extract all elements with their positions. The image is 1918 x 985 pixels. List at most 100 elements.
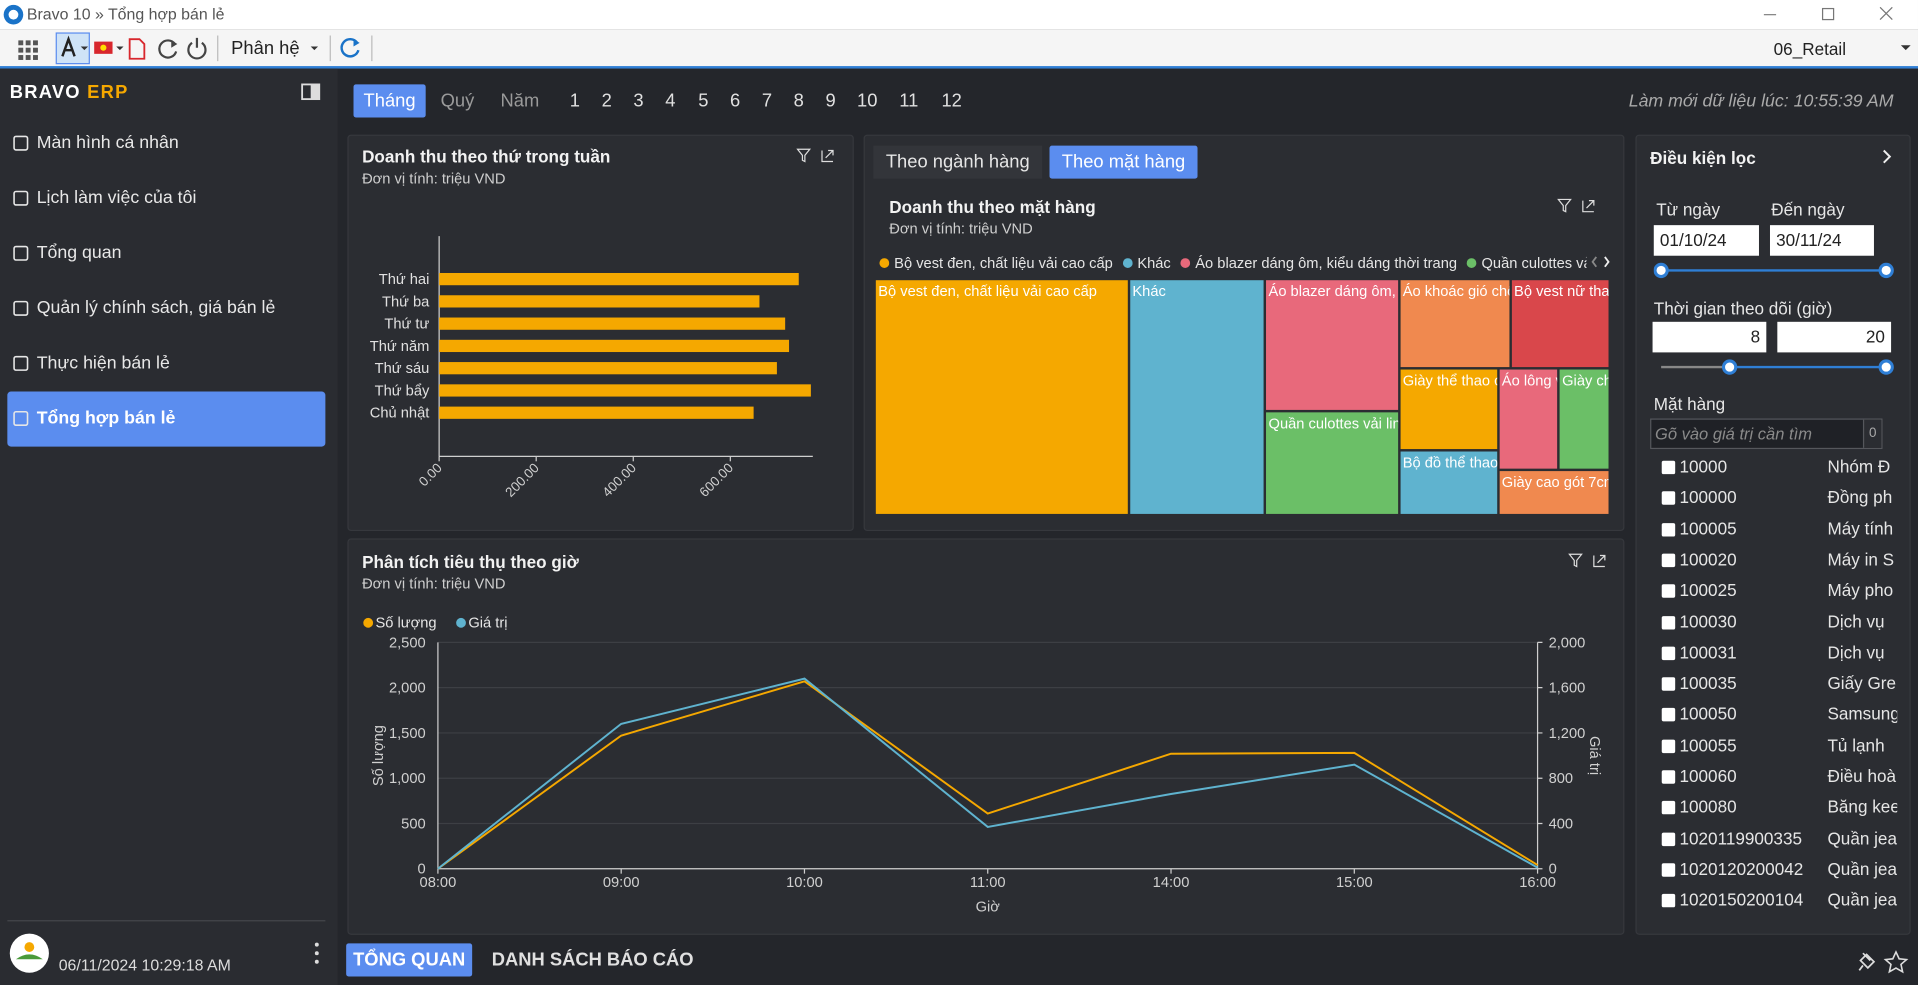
tile[interactable]: Bộ vest đen, chất liệu vải cao cấp <box>875 280 1128 514</box>
y2-axis-label: Giá trị <box>1586 736 1602 775</box>
tile[interactable]: Áo lông vũ nhẹ, giữ nhiệt tốt, <box>1499 369 1558 469</box>
tile[interactable]: Khác <box>1129 280 1264 514</box>
checkbox[interactable] <box>1661 522 1676 537</box>
filter-collapse[interactable] <box>1881 149 1893 164</box>
month-tab[interactable]: 4 <box>665 90 676 112</box>
to-date[interactable]: 30/11/24 <box>1769 225 1874 256</box>
item-row[interactable]: 100080 Băng kee <box>1637 792 1897 823</box>
item-row[interactable]: 100020 Máy in S <box>1637 544 1898 575</box>
database-select[interactable]: 06_Retail <box>1773 39 1847 59</box>
module-menu[interactable]: Phân hệ <box>231 37 300 59</box>
item-list: 10000 Nhóm Đ 100000 Đồng ph 100005 Máy tính 10… <box>1637 452 1898 929</box>
item-row[interactable]: 1020119900335 Quần jea <box>1637 823 1898 854</box>
item-row[interactable]: 1020120200042 Quần jea <box>1637 854 1898 885</box>
menu-item[interactable]: Màn hình cá nhân <box>7 116 325 171</box>
bottom-tab-active[interactable]: TỔNG QUAN <box>346 943 473 977</box>
from-date[interactable]: 01/10/24 <box>1653 225 1759 256</box>
month-tab[interactable]: 1 <box>569 90 581 112</box>
checkbox[interactable] <box>1661 708 1676 723</box>
checkbox[interactable] <box>1661 677 1676 692</box>
bottom-icons[interactable] <box>1857 950 1911 974</box>
period-tab[interactable]: Năm <box>500 90 540 112</box>
month-tab[interactable]: 8 <box>793 90 804 112</box>
menu-item[interactable]: Quản lý chính sách, giá bán lẻ <box>7 281 325 336</box>
date-slider[interactable] <box>1653 258 1899 282</box>
tile[interactable]: Bộ đồ thể thao ôm sát, vải thấm hút <box>1400 451 1497 514</box>
menu-item[interactable]: Thực hiện bán lẻ <box>7 336 325 391</box>
item-row[interactable]: 10000 Nhóm Đ <box>1637 452 1898 483</box>
from-label: Từ ngày <box>1656 199 1721 220</box>
hour-slider[interactable] <box>1654 355 1899 379</box>
collapse-button[interactable] <box>301 83 321 101</box>
month-tab[interactable]: 11 <box>899 90 919 112</box>
item-row[interactable]: 100030 Dịch vụ <box>1637 606 1898 637</box>
tile[interactable]: Bộ vest nữ thanh lịch, vải cao cấp, dáng… <box>1511 280 1609 368</box>
item-row[interactable]: 100005 Máy tính <box>1637 513 1898 544</box>
checkbox[interactable] <box>1661 584 1676 599</box>
legend-item[interactable]: Quần culottes vải linen, ống rộng, thoán… <box>1466 252 1587 274</box>
hour-from[interactable]: 8 <box>1652 321 1767 353</box>
month-tab[interactable]: 12 <box>941 90 962 112</box>
legend-item[interactable]: Bộ vest đen, chất liệu vải cao cấp <box>879 252 1113 274</box>
period-tab[interactable]: Quý <box>440 90 475 112</box>
window-controls[interactable] <box>1749 0 1918 29</box>
legend-item[interactable]: Áo blazer dáng ôm, kiểu dáng thời trang <box>1180 252 1457 274</box>
menu-item[interactable]: Tổng quan <box>7 226 325 281</box>
checkbox[interactable] <box>1661 832 1676 847</box>
panel-tools[interactable] <box>796 147 840 164</box>
database-caret[interactable] <box>1900 42 1912 54</box>
checkbox[interactable] <box>1661 739 1676 754</box>
y-tick-label: 2,000 <box>389 681 426 697</box>
tile[interactable]: Áo khoác gió chống nước, nhẹ, thiết kế t… <box>1400 280 1510 368</box>
tile[interactable]: Giày thể thao cổ cao, chất liệu vải thoá… <box>1400 369 1497 450</box>
checkbox[interactable] <box>1661 863 1676 878</box>
legend-nav[interactable] <box>1589 253 1613 270</box>
item-row[interactable]: 100000 Đồng ph <box>1637 482 1898 513</box>
month-tab[interactable]: 10 <box>857 90 878 112</box>
month-tab[interactable]: 7 <box>761 90 773 112</box>
checkbox[interactable] <box>1661 553 1676 568</box>
checkbox[interactable] <box>1661 770 1676 785</box>
checkbox[interactable] <box>1661 460 1676 475</box>
item-row[interactable]: 1020150200104 Quần jea <box>1637 885 1898 916</box>
panel-tools[interactable] <box>1568 552 1612 569</box>
menu-item[interactable]: Lịch làm việc của tôi <box>7 171 325 226</box>
period-tab[interactable]: Tháng <box>353 84 426 118</box>
item-row[interactable]: 100055 Tủ lạnh <box>1637 730 1898 761</box>
chart-title: Doanh thu theo thứ trong tuần <box>362 146 611 167</box>
tile[interactable]: Quần culottes vải linen, ống rộng, thoán… <box>1266 412 1398 514</box>
tile[interactable]: Giày chạy bộ để cao su, <box>1559 369 1609 469</box>
item-row[interactable]: 100035 Giấy Gre <box>1637 668 1898 699</box>
y2-tick-label: 0 <box>1549 862 1557 878</box>
checkbox[interactable] <box>1661 646 1676 661</box>
menu-label: Tổng quan <box>36 243 122 264</box>
legend-swatch <box>1180 258 1191 268</box>
more-button[interactable] <box>311 940 323 969</box>
month-tab[interactable]: 2 <box>601 90 612 112</box>
checkbox[interactable] <box>1661 893 1676 908</box>
legend-label: Khác <box>1137 254 1171 272</box>
hour-to[interactable]: 20 <box>1777 321 1892 353</box>
bottom-tab[interactable]: DANH SÁCH BÁO CÁO <box>491 949 694 971</box>
search-box[interactable]: Gõ vào giá trị cần tìm 0 <box>1650 418 1883 450</box>
tab[interactable]: Theo ngành hàng <box>873 145 1043 179</box>
checkbox[interactable] <box>1661 801 1676 816</box>
toolbar-icons[interactable] <box>0 29 379 66</box>
legend-item[interactable]: Khác <box>1122 252 1171 274</box>
panel-tools[interactable] <box>1557 197 1601 214</box>
month-tab[interactable]: 9 <box>825 90 836 112</box>
checkbox[interactable] <box>1661 491 1676 506</box>
month-tab[interactable]: 5 <box>698 90 709 112</box>
menu-item[interactable]: Tổng hợp bán lẻ <box>7 391 326 447</box>
month-tab[interactable]: 6 <box>730 90 741 112</box>
checkbox[interactable] <box>1661 615 1676 630</box>
item-row[interactable]: 100031 Dịch vụ <box>1637 637 1898 668</box>
tile[interactable]: Giày cao gót 7cm, chất liệu <box>1499 471 1609 514</box>
month-tab[interactable]: 3 <box>633 90 644 112</box>
avatar[interactable] <box>9 932 53 976</box>
tile[interactable]: Áo blazer dáng ôm, kiểu dáng thời trang <box>1266 280 1398 411</box>
item-row[interactable]: 100025 Máy pho <box>1637 575 1898 606</box>
item-row[interactable]: 100050 Samsung <box>1637 699 1897 730</box>
item-row[interactable]: 100060 Điều hoà <box>1637 761 1898 792</box>
tab-active[interactable]: Theo mặt hàng <box>1049 145 1198 179</box>
